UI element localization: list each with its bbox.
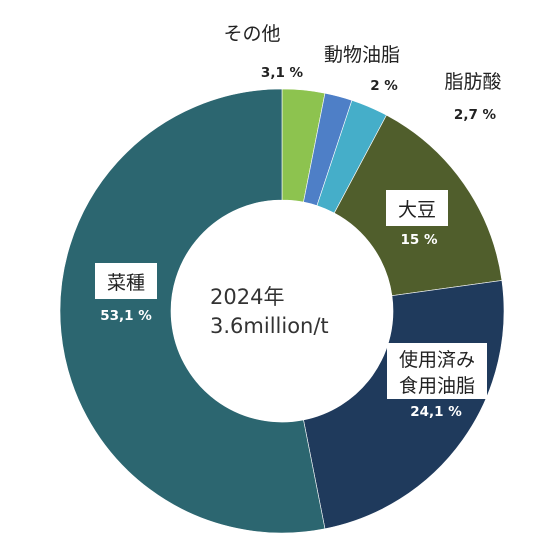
slice-label-used-cooking-oil-line1: 使用済み — [399, 349, 475, 371]
slice-value-animal-fat: 2 % — [370, 78, 398, 94]
slice-label-soybean: 大豆 — [398, 199, 436, 221]
donut-hole — [171, 200, 393, 422]
slice-label-box-soybean — [386, 190, 448, 226]
slice-label-box-used-cooking-oil — [387, 343, 487, 399]
slice-label-rapeseed: 菜種 — [107, 272, 145, 294]
center-total-label: 3.6million/t — [210, 314, 329, 338]
slice-value-fatty-acid: 2,7 % — [454, 107, 497, 123]
slice-value-other: 3,1 % — [261, 65, 304, 81]
slice-value-used-cooking-oil: 24,1 % — [410, 404, 462, 420]
slice-value-rapeseed: 53,1 % — [100, 308, 152, 324]
slice-label-fatty-acid: 脂肪酸 — [444, 71, 501, 93]
slice-value-soybean: 15 % — [400, 232, 437, 248]
slice-label-animal-fat: 動物油脂 — [324, 44, 400, 66]
slice-label-box-rapeseed — [95, 263, 157, 299]
center-year-label: 2024年 — [210, 285, 284, 309]
slice-label-other: その他 — [223, 23, 280, 45]
slice-label-used-cooking-oil-line2: 食用油脂 — [399, 375, 475, 397]
